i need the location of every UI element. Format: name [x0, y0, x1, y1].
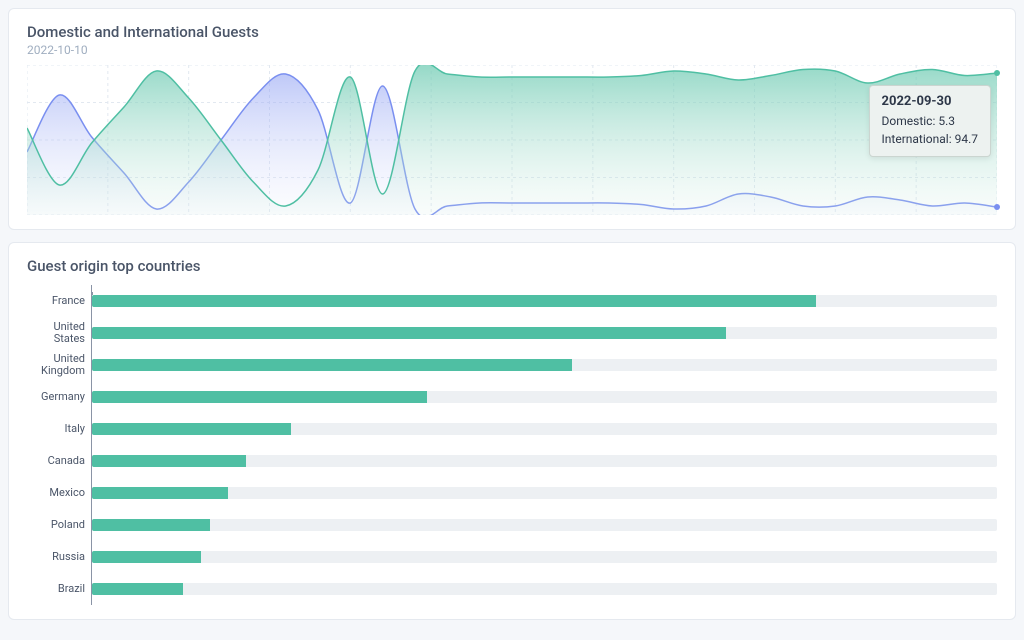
area-chart-card: Domestic and International Guests 2022-1…	[8, 8, 1016, 230]
bar-fill	[92, 295, 816, 307]
bar-row[interactable]	[92, 285, 997, 317]
bar-track	[92, 391, 997, 403]
bar-row[interactable]	[92, 381, 997, 413]
bar-row[interactable]	[92, 445, 997, 477]
bar-track	[92, 551, 997, 563]
area-chart-title: Domestic and International Guests	[27, 23, 997, 41]
bar-fill	[92, 455, 246, 467]
hover-dot-domestic	[994, 204, 1000, 210]
area-chart-subtitle: 2022-10-10	[27, 43, 997, 57]
bar-label: Mexico	[27, 477, 91, 509]
bar-track	[92, 359, 997, 371]
bar-fill	[92, 583, 183, 595]
bar-track	[92, 487, 997, 499]
hover-dot-international	[994, 70, 1000, 76]
area-chart-tooltip: 2022-09-30 Domestic: 5.3 International: …	[869, 85, 991, 157]
bar-track	[92, 327, 997, 339]
bar-fill	[92, 487, 228, 499]
bar-track	[92, 519, 997, 531]
bar-track	[92, 295, 997, 307]
bar-row[interactable]	[92, 541, 997, 573]
tooltip-row-domestic: Domestic: 5.3	[882, 112, 978, 130]
bar-fill	[92, 423, 291, 435]
bar-fill	[92, 551, 201, 563]
bar-label: United States	[27, 317, 91, 349]
bar-label: Brazil	[27, 573, 91, 605]
bar-chart-labels: FranceUnited StatesUnited KingdomGermany…	[27, 285, 91, 605]
bar-fill	[92, 391, 427, 403]
bar-label: Russia	[27, 541, 91, 573]
bar-label: United Kingdom	[27, 349, 91, 381]
bar-track	[92, 423, 997, 435]
bar-track	[92, 455, 997, 467]
bar-row[interactable]	[92, 477, 997, 509]
bar-label: France	[27, 285, 91, 317]
bar-row[interactable]	[92, 349, 997, 381]
tooltip-date: 2022-09-30	[882, 94, 978, 109]
bar-fill	[92, 359, 572, 371]
bar-label: Germany	[27, 381, 91, 413]
bar-row[interactable]	[92, 509, 997, 541]
bar-row[interactable]	[92, 317, 997, 349]
bar-fill	[92, 519, 210, 531]
bar-fill	[92, 327, 726, 339]
area-chart-svg	[27, 65, 997, 215]
bar-label: Canada	[27, 445, 91, 477]
bar-track	[92, 583, 997, 595]
bar-chart-title: Guest origin top countries	[27, 257, 997, 275]
bar-row[interactable]	[92, 413, 997, 445]
bar-label: Italy	[27, 413, 91, 445]
bar-chart-card: Guest origin top countries FranceUnited …	[8, 242, 1016, 620]
bar-row[interactable]	[92, 573, 997, 605]
area-chart-plot[interactable]: 2022-09-30 Domestic: 5.3 International: …	[27, 65, 997, 215]
bar-chart-bars	[91, 285, 997, 605]
bar-chart-plot: FranceUnited StatesUnited KingdomGermany…	[27, 285, 997, 605]
bar-label: Poland	[27, 509, 91, 541]
tooltip-row-international: International: 94.7	[882, 130, 978, 148]
